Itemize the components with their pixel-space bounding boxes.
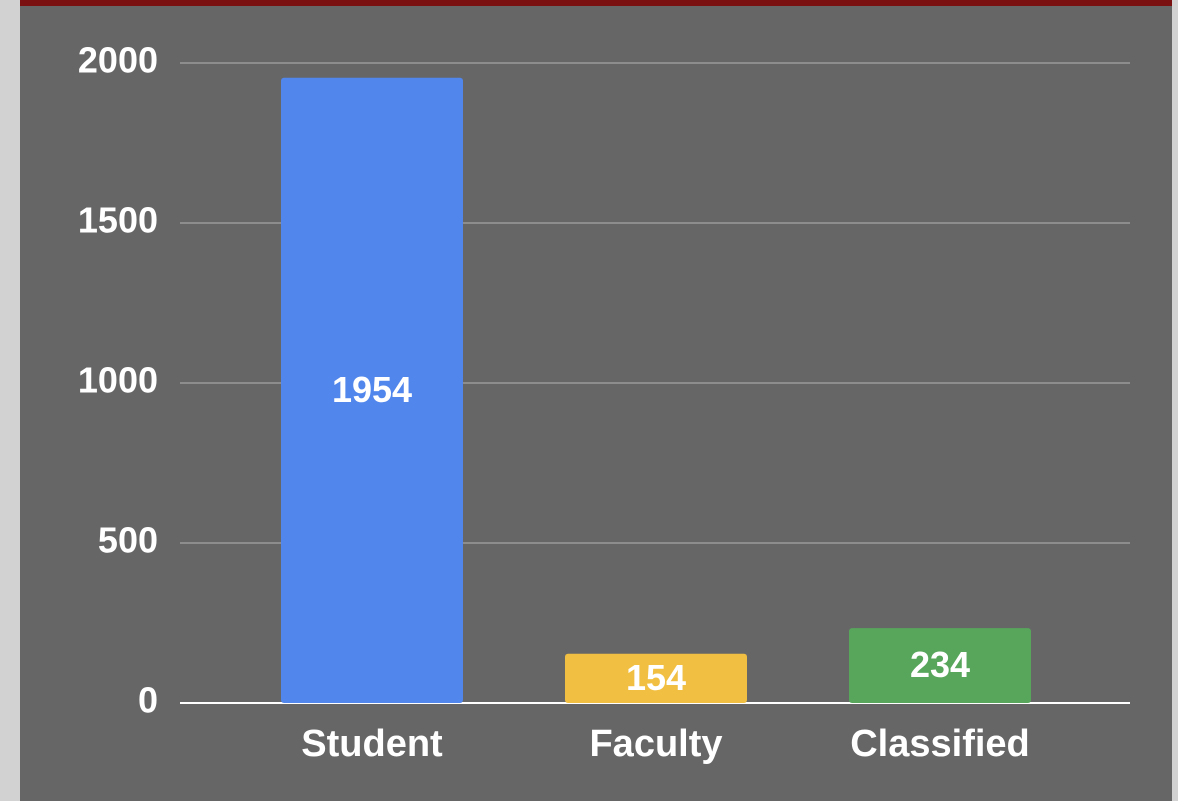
- bar: [849, 628, 1031, 703]
- y-tick-label: 1000: [78, 360, 158, 401]
- top-bar: [20, 0, 1172, 6]
- data-label: 154: [626, 657, 686, 698]
- y-tick-label: 0: [138, 680, 158, 721]
- data-label: 1954: [332, 369, 412, 410]
- y-tick-label: 2000: [78, 40, 158, 81]
- data-label: 234: [910, 644, 970, 685]
- y-tick-label: 500: [98, 520, 158, 561]
- x-tick-label: Faculty: [589, 723, 722, 765]
- x-tick-label: Classified: [850, 723, 1030, 765]
- bar: [565, 653, 747, 703]
- y-tick-label: 1500: [78, 200, 158, 241]
- x-tick-label: Student: [301, 723, 443, 765]
- bar: [281, 77, 463, 704]
